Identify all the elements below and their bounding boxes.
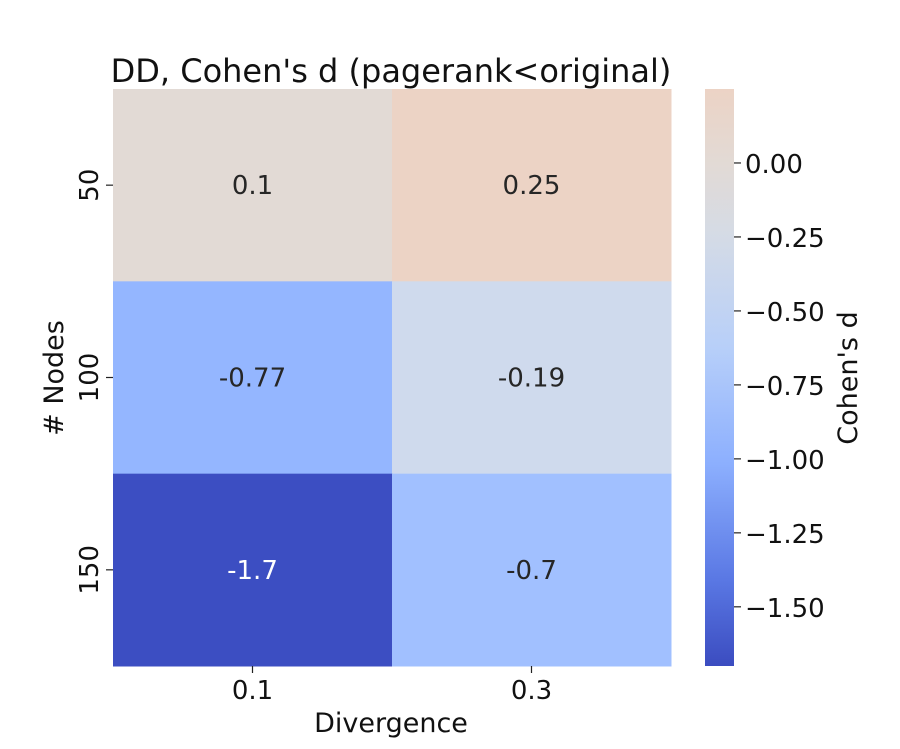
heatmap-cell-value: 0.25 (503, 171, 561, 201)
heatmap-cell-labels: 0.1 0.25 -0.77 -0.19 -1.7 -0.7 (219, 171, 565, 586)
heatmap-cell (113, 89, 393, 282)
colorbar-tick-label: −1.50 (745, 594, 825, 624)
heatmap-cell (392, 89, 672, 282)
heatmap-cell-value: -0.77 (219, 364, 286, 394)
y-tick-label: 150 (75, 545, 105, 595)
y-tick-label: 100 (75, 353, 105, 403)
colorbar-label: Cohen's d (833, 311, 864, 444)
y-axis-label: # Nodes (39, 320, 70, 436)
colorbar-tick-label: −1.25 (745, 520, 825, 550)
x-tick-label: 0.1 (232, 676, 273, 706)
x-axis: 0.1 0.3 (232, 666, 552, 706)
heatmap-cell-value: -0.7 (506, 556, 557, 586)
colorbar-tick-label: −1.00 (745, 446, 825, 476)
heatmap-cell-value: 0.1 (232, 171, 273, 201)
chart-title: DD, Cohen's d (pagerank<original) (111, 52, 672, 90)
colorbar-ticks: 0.00 −0.25 −0.50 −0.75 −1.00 −1.25 −1.50 (734, 150, 825, 624)
heatmap-cell (113, 473, 393, 667)
y-axis: 50 100 150 (75, 169, 113, 595)
colorbar (705, 89, 734, 666)
heatmap-cell (392, 281, 672, 475)
heatmap-cell-value: -0.19 (498, 364, 565, 394)
colorbar-tick-label: 0.00 (745, 150, 803, 180)
colorbar-tick-label: −0.25 (745, 224, 825, 254)
y-tick-label: 50 (75, 169, 105, 202)
x-axis-label: Divergence (314, 708, 468, 739)
colorbar-tick-label: −0.50 (745, 298, 825, 328)
heatmap-cell-value: -1.7 (227, 556, 278, 586)
heatmap-cell (392, 473, 672, 667)
colorbar-tick-label: −0.75 (745, 372, 825, 402)
heatmap-cell (113, 281, 393, 475)
x-tick-label: 0.3 (511, 676, 552, 706)
heatmap-cells (113, 89, 672, 667)
